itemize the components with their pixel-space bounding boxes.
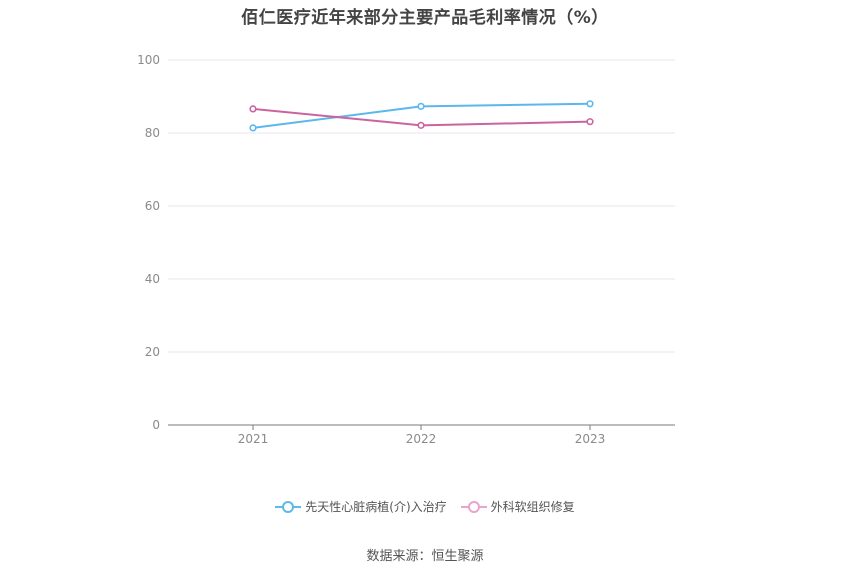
- legend-marker-series-2: [460, 500, 487, 513]
- series-layer: [249, 100, 594, 132]
- y-tick-label-0: 0: [152, 418, 160, 432]
- y-tick-label-80: 80: [145, 126, 160, 140]
- x-tick-label-2022: 2022: [406, 432, 437, 446]
- axis-layer: 0 20 40 60 80 100 2021 2022 2023: [137, 53, 675, 446]
- y-tick-label-100: 100: [137, 53, 160, 67]
- legend-label-series-1: 先天性心脏病植(介)入治疗: [305, 500, 447, 514]
- data-point-series-2-2021: [249, 105, 257, 113]
- legend-marker-series-1: [275, 500, 302, 513]
- data-point-series-2-2023: [586, 118, 594, 126]
- data-point-series-1-2022: [417, 102, 425, 110]
- legend: 先天性心脏病植(介)入治疗 外科软组织修复: [0, 498, 850, 515]
- data-point-series-2-2022: [417, 121, 425, 129]
- data-point-series-1-2023: [586, 100, 594, 108]
- x-tick-label-2023: 2023: [575, 432, 606, 446]
- legend-item-series-2[interactable]: 外科软组织修复: [460, 498, 575, 515]
- x-tick-label-2021: 2021: [238, 432, 269, 446]
- y-tick-label-20: 20: [145, 345, 160, 359]
- chart-title: 佰仁医疗近年来部分主要产品毛利率情况（%）: [241, 8, 609, 28]
- y-tick-label-60: 60: [145, 199, 160, 213]
- source-note: 数据来源：恒生聚源: [366, 549, 484, 564]
- data-point-series-1-2021: [249, 124, 257, 132]
- grid-layer: [168, 59, 675, 353]
- legend-label-series-2: 外科软组织修复: [490, 500, 575, 514]
- legend-item-series-1[interactable]: 先天性心脏病植(介)入治疗: [275, 498, 447, 515]
- y-tick-label-40: 40: [145, 272, 160, 286]
